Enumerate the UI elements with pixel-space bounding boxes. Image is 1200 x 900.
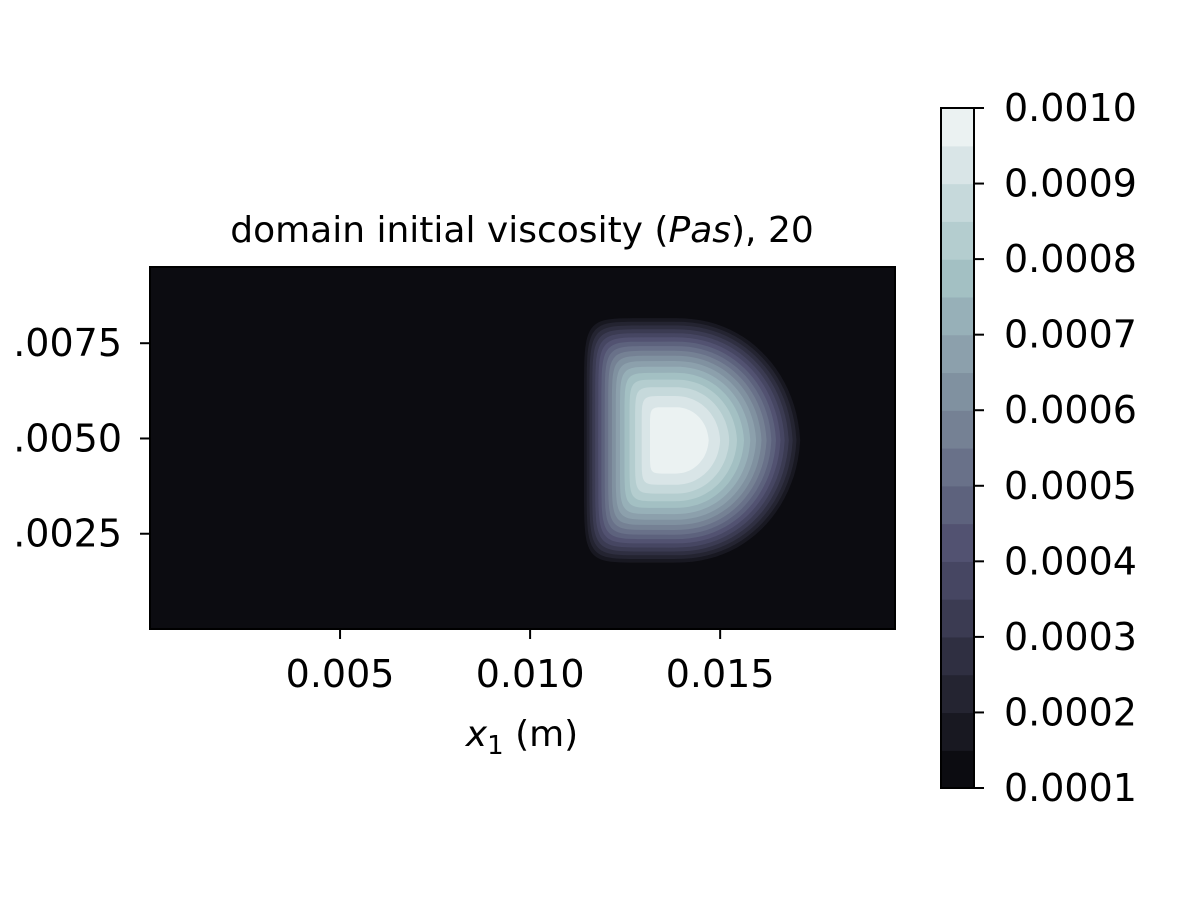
y-axis: .0025 .0050 .0075 xyxy=(13,321,150,556)
colorbar-ticks: 0.0001 0.0002 0.0003 0.0004 0.0005 0.0006 0.00… xyxy=(974,86,1137,810)
colorbar-level xyxy=(941,221,974,260)
colorbar-tick-label: 0.0002 xyxy=(1004,690,1137,734)
contour-field xyxy=(150,267,895,629)
colorbar-tick-label: 0.0007 xyxy=(1004,313,1137,357)
title-prefix: domain initial viscosity ( xyxy=(230,210,668,251)
colorbar-level xyxy=(941,674,974,714)
y-tick-label: .0050 xyxy=(13,416,122,460)
colorbar-level xyxy=(941,712,974,751)
colorbar-level xyxy=(941,372,974,411)
colorbar-level xyxy=(941,485,974,525)
colorbar-levels xyxy=(941,108,974,789)
colorbar-tick-label: 0.0001 xyxy=(1004,766,1137,810)
chart-title: domain initial viscosity (Pas), 20 xyxy=(230,210,814,251)
x-axis: 0.005 0.010 0.015 xyxy=(286,629,775,696)
colorbar-level xyxy=(941,334,974,374)
colorbar-level xyxy=(941,145,974,185)
colorbar-level xyxy=(941,448,974,487)
colorbar: 0.0001 0.0002 0.0003 0.0004 0.0005 0.0006 0.00… xyxy=(940,86,1137,810)
y-tick-label: .0075 xyxy=(13,321,122,365)
colorbar-level xyxy=(941,636,974,676)
contour-level xyxy=(650,407,709,474)
plot-frame xyxy=(149,266,896,630)
colorbar-tick-label: 0.0006 xyxy=(1004,388,1137,432)
colorbar-tick-label: 0.0008 xyxy=(1004,237,1137,281)
colorbar-level xyxy=(941,108,974,147)
x-tick-label: 0.010 xyxy=(476,652,585,696)
colorbar-level xyxy=(941,183,974,222)
title-suffix: ), 20 xyxy=(731,210,814,251)
colorbar-tick-label: 0.0003 xyxy=(1004,615,1137,659)
xlabel-sub: 1 xyxy=(487,731,504,761)
title-italic: Pas xyxy=(668,210,731,251)
y-tick-label: .0025 xyxy=(13,512,122,556)
colorbar-level xyxy=(941,523,974,562)
colorbar-frame xyxy=(940,107,975,789)
colorbar-level xyxy=(941,410,974,449)
xlabel-var: x xyxy=(465,714,488,755)
plot-area xyxy=(149,266,896,630)
colorbar-level xyxy=(941,259,974,298)
colorbar-level xyxy=(941,296,974,336)
colorbar-tick-label: 0.0005 xyxy=(1004,464,1137,508)
colorbar-tick-label: 0.0010 xyxy=(1004,86,1137,130)
colorbar-level xyxy=(941,561,974,600)
colorbar-level xyxy=(941,750,974,789)
x-tick-label: 0.005 xyxy=(286,652,395,696)
colorbar-tick-label: 0.0009 xyxy=(1004,162,1137,206)
colorbar-level xyxy=(941,599,974,638)
x-tick-label: 0.015 xyxy=(666,652,775,696)
colorbar-tick-label: 0.0004 xyxy=(1004,539,1137,583)
x-axis-label: x1 (m) xyxy=(465,714,578,761)
xlabel-unit: (m) xyxy=(504,714,579,755)
